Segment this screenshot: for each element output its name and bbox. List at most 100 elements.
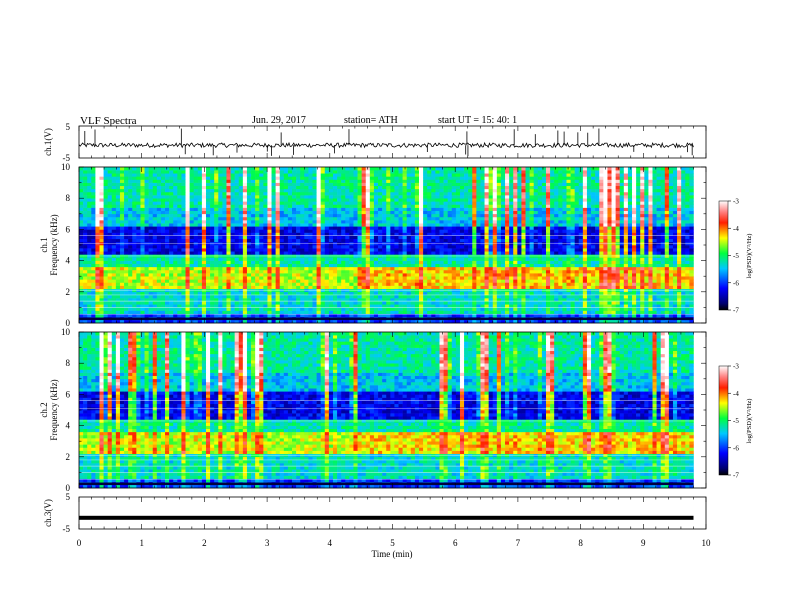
spectrogram-cell xyxy=(242,226,248,230)
spectrogram-cell xyxy=(382,279,387,283)
spectrogram-cell xyxy=(386,310,391,314)
spectrogram-cell xyxy=(427,229,432,233)
spectrogram-cell xyxy=(476,251,481,255)
spectrogram-cell xyxy=(652,279,657,283)
spectrogram-cell xyxy=(197,279,203,283)
spectrogram-cell xyxy=(119,260,125,265)
spectrogram-cell xyxy=(435,266,440,271)
spectrogram-cell xyxy=(201,310,207,314)
spectrogram-cell xyxy=(234,294,240,299)
spectrogram-cell xyxy=(201,235,207,240)
spectrogram-cell xyxy=(492,282,498,286)
spectrogram-cell xyxy=(537,301,543,305)
spectrogram-cell xyxy=(435,304,440,308)
spectrogram-cell xyxy=(226,223,231,227)
spectrogram-cell xyxy=(115,235,121,240)
spectrogram-cell xyxy=(382,276,387,280)
spectrogram-cell xyxy=(156,285,162,289)
spectrogram-cell xyxy=(607,319,612,324)
spectrogram-cell xyxy=(152,220,158,224)
spectrogram-cell xyxy=(427,257,432,261)
spectrogram-cell xyxy=(525,313,530,318)
spectrogram-cell xyxy=(218,248,223,252)
spectrogram-cell xyxy=(390,238,395,243)
spectrogram-cell xyxy=(242,245,248,249)
spectrogram-cell xyxy=(136,251,141,255)
spectrogram-cell xyxy=(672,301,678,305)
spectrogram-cell xyxy=(136,260,141,265)
spectrogram-cell xyxy=(205,307,211,311)
spectrogram-cell xyxy=(365,291,371,296)
spectrogram-cell xyxy=(443,260,448,265)
spectrogram-cell xyxy=(255,298,260,302)
spectrogram-cell xyxy=(656,251,661,255)
spectrogram-cell xyxy=(300,313,305,318)
spectrogram-cell xyxy=(685,276,690,280)
spectrogram-cell xyxy=(681,235,686,240)
spectrogram-cell xyxy=(419,248,424,252)
spectrogram-cell xyxy=(451,291,457,296)
spectrogram-cell xyxy=(652,226,657,230)
spectrogram-cell xyxy=(197,273,203,277)
spectrogram-cell xyxy=(603,310,608,314)
spectrogram-cell xyxy=(361,245,367,249)
spectrogram-cell xyxy=(619,235,625,240)
spectrogram-cell xyxy=(300,301,305,305)
spectrogram-cell xyxy=(320,313,326,318)
spectrogram-cell xyxy=(595,235,600,240)
spectrogram-cell xyxy=(615,304,621,308)
spectrogram-cell xyxy=(435,313,440,318)
spectrogram-cell xyxy=(529,257,534,261)
spectrogram-cell xyxy=(472,229,477,233)
spectrogram-cell xyxy=(468,307,473,311)
spectrogram-cell xyxy=(410,307,416,311)
spectrogram-cell xyxy=(87,229,92,233)
spectrogram-cell xyxy=(627,301,633,305)
spectrogram-cell xyxy=(603,248,608,252)
spectrogram-cell xyxy=(681,238,686,243)
spectrogram-cell xyxy=(201,273,207,277)
spectrogram-cell xyxy=(480,307,485,311)
spectrogram-cell xyxy=(156,269,162,274)
spectrogram-cell xyxy=(111,291,117,296)
spectrogram-cell xyxy=(632,229,637,233)
spectrogram-cell xyxy=(611,226,616,230)
spectrogram-cell xyxy=(107,257,113,261)
spectrogram-cell xyxy=(87,301,92,305)
spectrogram-cell xyxy=(160,235,166,240)
spectrogram-cell xyxy=(468,266,473,271)
spectrogram-cell xyxy=(365,273,371,277)
spectrogram-cell xyxy=(242,301,248,305)
spectrogram-cell xyxy=(484,294,489,299)
spectrogram-cell xyxy=(541,263,547,268)
spectrogram-cell xyxy=(578,229,584,233)
spectrogram-cell xyxy=(451,260,457,265)
spectrogram-cell xyxy=(455,313,461,318)
spectrogram-cell xyxy=(87,310,92,314)
spectrogram-cell xyxy=(496,257,502,261)
spectrogram-cell xyxy=(672,304,678,308)
spectrogram-cell xyxy=(292,251,297,255)
spectrogram-cell xyxy=(545,285,551,289)
spectrogram-cell xyxy=(128,266,133,271)
spectrogram-cell xyxy=(181,313,186,318)
spectrogram-cell xyxy=(292,238,297,243)
spectrogram-cell xyxy=(316,263,321,268)
spectrogram-cell xyxy=(603,282,608,286)
spectrogram-cell xyxy=(218,263,223,268)
spectrogram-cell xyxy=(103,257,108,261)
spectrogram-cell xyxy=(283,245,289,249)
spectrogram-cell xyxy=(87,220,92,224)
spectrogram-cell xyxy=(337,285,342,289)
spectrogram-cell xyxy=(259,285,264,289)
spectrogram-cell xyxy=(586,298,592,302)
spectrogram-cell xyxy=(242,263,248,268)
spectrogram-cell xyxy=(685,294,690,299)
spectrogram-cell xyxy=(545,319,551,324)
spectrogram-cell xyxy=(353,260,358,265)
spectrogram-cell xyxy=(595,266,600,271)
spectrogram-cell xyxy=(521,223,526,227)
spectrogram-cell xyxy=(607,245,612,249)
spectrogram-cell xyxy=(455,238,461,243)
spectrogram-cell xyxy=(83,263,88,268)
